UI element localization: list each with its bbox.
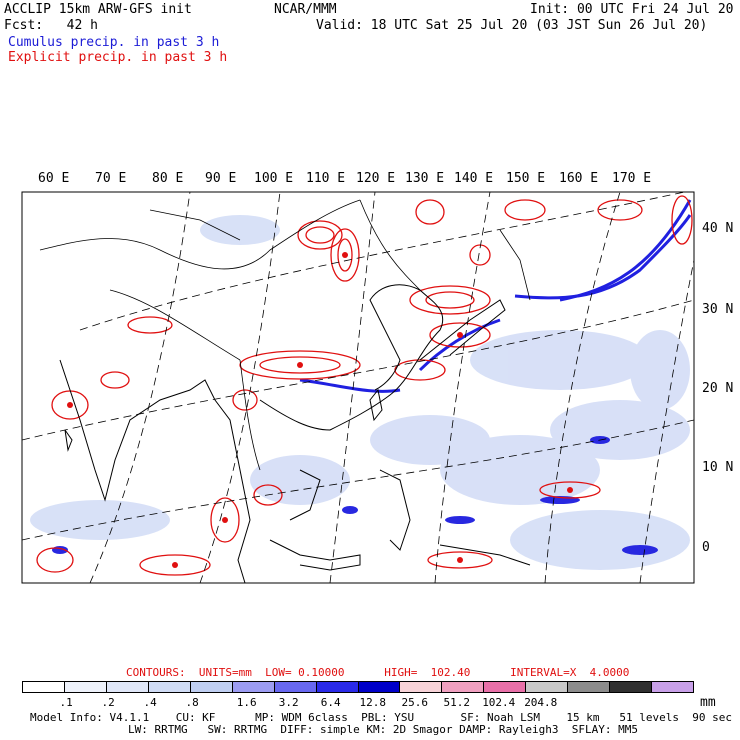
lon-label-140e: 140 E <box>454 171 494 186</box>
color-swatch <box>23 682 65 692</box>
lat-label-30n: 30 N <box>702 302 734 317</box>
country-borders <box>39 199 531 471</box>
lon-label-80e: 80 E <box>152 171 184 186</box>
lon-label-170e: 170 E <box>612 171 652 186</box>
coastlines <box>59 284 531 583</box>
color-swatch <box>484 682 527 692</box>
lon-label-110e: 110 E <box>306 171 346 186</box>
color-swatch <box>610 682 653 692</box>
lat-label-10n: 10 N <box>702 460 734 475</box>
color-swatch <box>442 682 485 692</box>
explicit-precip-contours <box>36 195 693 576</box>
color-swatch <box>526 682 569 692</box>
model-info-line2: LW: RRTMG SW: RRTMG DIFF: simple KM: 2D … <box>128 723 638 736</box>
color-swatch <box>400 682 443 692</box>
color-scale-tick: 12.8 <box>359 696 387 709</box>
graticule <box>22 192 694 583</box>
color-scale-tick: 102.4 <box>482 696 516 709</box>
producer-label: NCAR/MMM <box>274 2 337 17</box>
units-label: mm <box>700 695 716 710</box>
color-scale-tick: .2 <box>101 696 115 709</box>
color-swatch <box>106 682 149 692</box>
lat-label-0: 0 <box>702 540 710 555</box>
color-scale-tick: 25.6 <box>401 696 429 709</box>
model-info-line1: Model Info: V4.1.1 CU: KF MP: WDM 6class… <box>30 711 732 724</box>
color-swatch <box>232 682 275 692</box>
color-swatch <box>274 682 317 692</box>
lat-label-20n: 20 N <box>702 381 734 396</box>
color-scale-tick: 51.2 <box>443 696 471 709</box>
lon-label-120e: 120 E <box>356 171 396 186</box>
color-swatch <box>148 682 191 692</box>
color-swatch <box>316 682 359 692</box>
init-time: Init: 00 UTC Fri 24 Jul 20 <box>530 2 734 17</box>
lon-label-60e: 60 E <box>38 171 70 186</box>
color-scale-tick: .1 <box>59 696 73 709</box>
explicit-legend: Explicit precip. in past 3 h <box>8 50 228 65</box>
lon-label-130e: 130 E <box>405 171 445 186</box>
color-scale-tick: .8 <box>185 696 199 709</box>
lat-label-40n: 40 N <box>702 221 734 236</box>
color-scale-tick: 1.6 <box>236 696 257 709</box>
color-swatch <box>652 682 693 692</box>
lon-label-90e: 90 E <box>205 171 237 186</box>
cumulus-light-areas <box>30 215 690 570</box>
model-title: ACCLIP 15km ARW-GFS init <box>4 2 192 17</box>
color-swatch <box>190 682 233 692</box>
color-scale-tick: 204.8 <box>524 696 558 709</box>
cumulus-legend: Cumulus precip. in past 3 h <box>8 35 220 50</box>
forecast-hour: Fcst: 42 h <box>4 18 98 33</box>
color-swatch <box>568 682 611 692</box>
lon-label-100e: 100 E <box>254 171 294 186</box>
color-scale-tick: 3.2 <box>278 696 299 709</box>
lon-label-160e: 160 E <box>559 171 599 186</box>
cumulus-heavy-bands <box>299 199 692 393</box>
lon-label-150e: 150 E <box>506 171 546 186</box>
lon-label-70e: 70 E <box>95 171 127 186</box>
explicit-precip-cores <box>67 252 573 568</box>
valid-time: Valid: 18 UTC Sat 25 Jul 20 (03 JST Sun … <box>316 18 708 33</box>
color-swatch <box>358 682 401 692</box>
color-scale-tick: .4 <box>143 696 157 709</box>
color-scale-bar <box>22 681 694 693</box>
color-scale-tick: 6.4 <box>320 696 341 709</box>
color-swatch <box>64 682 107 692</box>
contour-info: CONTOURS: UNITS=mm LOW= 0.10000 HIGH= 10… <box>126 666 630 679</box>
